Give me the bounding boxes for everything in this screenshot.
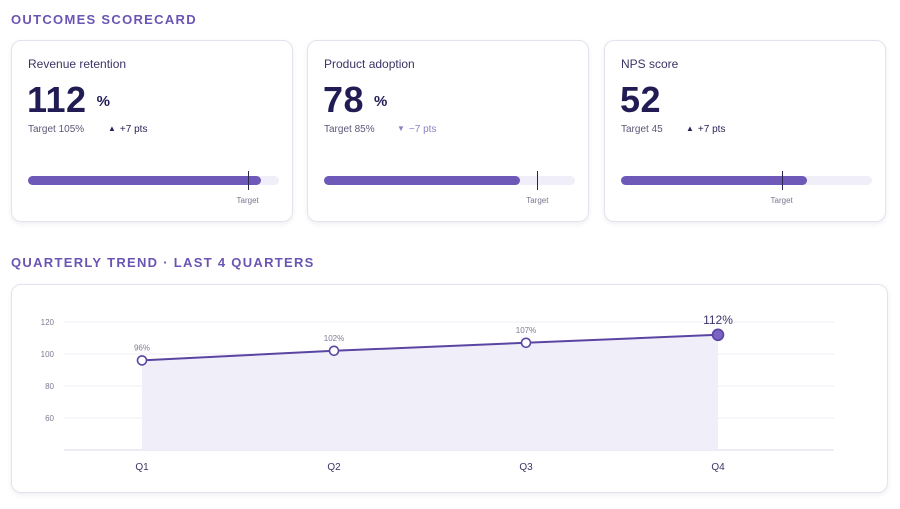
kpi-label: Product adoption	[324, 57, 415, 71]
kpi-target-marker	[247, 171, 249, 190]
series-area	[142, 334, 718, 450]
y-tick-label: 120	[41, 318, 55, 327]
kpi-progress-fill	[621, 176, 807, 185]
kpi-delta: ▲ +7 pts	[686, 124, 726, 135]
kpi-unit: %	[96, 93, 111, 110]
kpi-progress-track: Target	[324, 171, 575, 205]
kpi-value: 78%	[323, 79, 388, 120]
x-tick-label: Q4	[711, 462, 725, 473]
triangle-up-icon: ▲	[686, 124, 694, 133]
kpi-delta: ▼ −7 pts	[397, 124, 437, 135]
scorecard-section-title: OUTCOMES SCORECARD	[11, 12, 197, 27]
kpi-progress-fill	[28, 176, 262, 185]
y-tick-label: 100	[41, 350, 55, 359]
kpi-target-text: Target 45	[621, 124, 663, 135]
triangle-down-icon: ▼	[397, 124, 405, 133]
kpi-card-product-adoption: Product adoption 78% Target 85% ▼ −7 pts …	[307, 40, 589, 222]
y-tick-label: 60	[45, 414, 54, 423]
data-point	[328, 345, 340, 357]
trend-section-title: QUARTERLY TREND · LAST 4 QUARTERS	[11, 255, 315, 270]
data-label: 96%	[134, 343, 150, 352]
data-point	[711, 328, 725, 342]
kpi-progress-fill	[324, 176, 520, 185]
data-point	[520, 337, 532, 349]
x-tick-label: Q3	[519, 462, 533, 473]
kpi-target-marker	[781, 171, 783, 190]
kpi-delta: ▲ +7 pts	[108, 124, 148, 135]
kpi-unit: %	[374, 93, 388, 110]
x-tick-label: Q2	[327, 462, 341, 473]
triangle-up-icon: ▲	[108, 124, 116, 133]
kpi-card-revenue-retention: Revenue retention 112% Target 105% ▲ +7 p…	[11, 40, 293, 222]
data-label: 102%	[324, 334, 344, 343]
data-point	[136, 355, 148, 366]
data-label: 107%	[516, 326, 536, 335]
kpi-target-text: Target 85%	[324, 124, 375, 135]
data-label: 112%	[703, 313, 733, 327]
series-line	[141, 333, 719, 362]
kpi-target-marker-label: Target	[236, 196, 259, 205]
kpi-value: 52	[620, 79, 662, 120]
x-tick-label: Q1	[135, 462, 149, 473]
kpi-target-marker-label: Target	[770, 196, 793, 205]
kpi-target-text: Target 105%	[28, 124, 85, 135]
kpi-label: NPS score	[621, 57, 679, 71]
kpi-progress-track: Target	[28, 171, 279, 205]
kpi-value: 112%	[27, 79, 111, 120]
y-tick-label: 80	[45, 382, 54, 391]
kpi-card-nps-score: NPS score 52 Target 45 ▲ +7 pts Target	[604, 40, 886, 222]
kpi-label: Revenue retention	[28, 57, 127, 71]
kpi-progress-track: Target	[621, 171, 872, 205]
kpi-target-marker-label: Target	[526, 196, 549, 205]
trend-chart: 60 80 100 120 96% 102% 107% 112% Q1 Q2 Q3 Q4	[41, 313, 834, 473]
trend-chart-card: 60 80 100 120 96% 102% 107% 112% Q1 Q2 Q3 Q4	[11, 284, 888, 493]
kpi-target-marker	[537, 171, 539, 190]
